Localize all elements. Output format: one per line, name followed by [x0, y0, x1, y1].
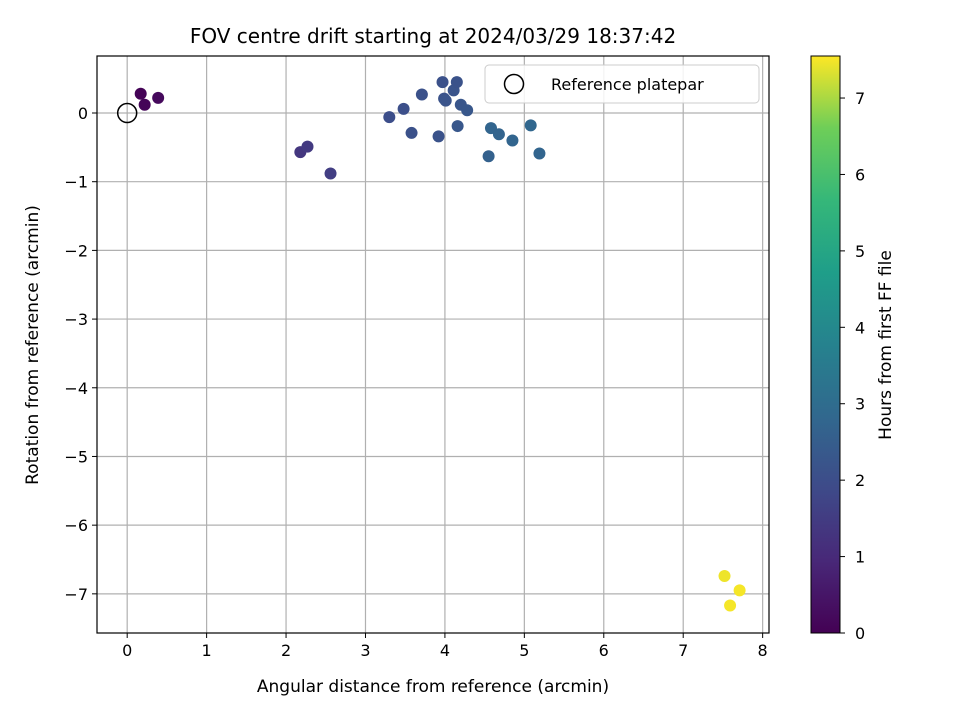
data-point	[451, 120, 464, 133]
data-point	[439, 94, 452, 107]
data-point	[724, 599, 737, 612]
y-tick-label: −7	[64, 585, 88, 604]
data-point	[482, 150, 495, 163]
x-tick-label: 7	[678, 641, 688, 660]
colorbar-ticks: 0 1 2 3 4 5 6 7	[840, 89, 865, 643]
data-point	[524, 119, 537, 132]
x-tick-label: 1	[202, 641, 212, 660]
y-axis-label: Rotation from reference (arcmin)	[23, 205, 43, 485]
colorbar-tick-label: 3	[855, 395, 865, 414]
y-tick-label: −5	[64, 447, 88, 466]
data-point	[397, 102, 410, 115]
colorbar-tick-label: 0	[855, 624, 865, 643]
chart-title: FOV centre drift starting at 2024/03/29 …	[190, 24, 676, 48]
x-tick-label: 0	[122, 641, 132, 660]
data-point	[405, 126, 418, 139]
data-point	[533, 147, 546, 160]
x-axis-ticks: 0 1 2 3 4 5 6 7 8	[122, 633, 768, 660]
x-tick-label: 6	[599, 641, 609, 660]
x-tick-label: 2	[281, 641, 291, 660]
data-point	[492, 128, 505, 141]
y-tick-label: −2	[64, 241, 88, 260]
data-point	[324, 167, 337, 180]
scatter-points	[116, 76, 746, 612]
y-tick-label: 0	[78, 104, 88, 123]
plot-frame	[96, 55, 770, 634]
colorbar-tick-label: 5	[855, 242, 865, 261]
x-axis-label: Angular distance from reference (arcmin)	[257, 677, 609, 697]
data-point	[718, 569, 731, 582]
data-point	[138, 98, 151, 111]
data-point	[134, 87, 147, 100]
y-axis-ticks: 0 −1 −2 −3 −4 −5 −6 −7	[64, 104, 97, 604]
data-point	[152, 91, 165, 104]
colorbar-tick-label: 6	[855, 165, 865, 184]
x-tick-label: 5	[519, 641, 529, 660]
legend-box	[484, 64, 760, 104]
colorbar-tick-label: 4	[855, 318, 865, 337]
colorbar-tick-label: 1	[855, 548, 865, 567]
data-point	[506, 134, 519, 147]
data-point	[450, 76, 463, 89]
colorbar-gradient	[810, 55, 841, 634]
x-tick-label: 3	[360, 641, 370, 660]
x-tick-label: 8	[758, 641, 768, 660]
data-point	[733, 584, 746, 597]
data-point	[436, 76, 449, 89]
y-tick-label: −3	[64, 310, 88, 329]
y-tick-label: −4	[64, 379, 88, 398]
colorbar: 0 1 2 3 4 5 6 7 Hours from first FF file	[810, 55, 896, 643]
legend-marker-icon	[503, 73, 525, 95]
data-point	[415, 88, 428, 101]
legend: Reference platepar	[484, 64, 760, 104]
x-tick-label: 4	[440, 641, 450, 660]
legend-entry-label: Reference platepar	[551, 75, 704, 94]
reference-point-marker	[116, 102, 138, 124]
colorbar-label: Hours from first FF file	[876, 250, 896, 440]
data-point	[432, 130, 445, 143]
data-point	[461, 104, 474, 117]
y-tick-label: −1	[64, 173, 88, 192]
grid-lines	[97, 56, 769, 633]
data-point	[301, 140, 314, 153]
data-point	[383, 111, 396, 124]
colorbar-tick-label: 2	[855, 471, 865, 490]
colorbar-tick-label: 7	[855, 89, 865, 108]
y-tick-label: −6	[64, 516, 88, 535]
